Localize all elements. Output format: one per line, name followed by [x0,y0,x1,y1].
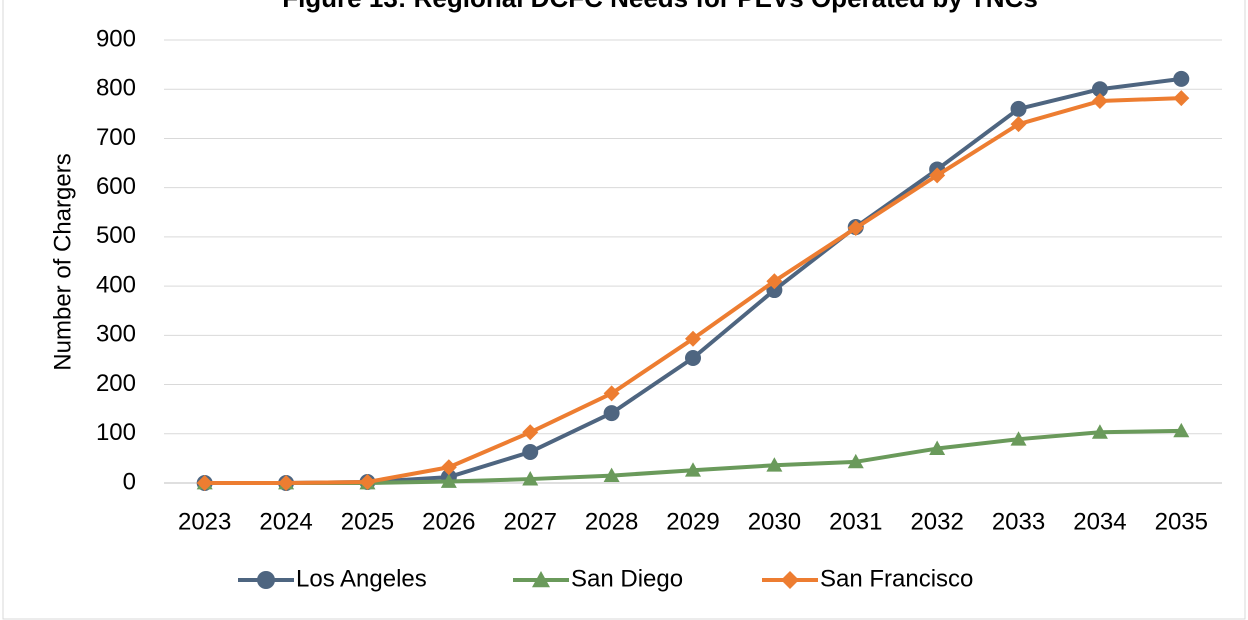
marker [278,475,295,491]
x-tick-label: 2034 [1073,508,1126,535]
marker [522,443,539,460]
marker [522,471,539,486]
y-tick-label: 100 [96,419,136,446]
chart-title: Figure 13: Regional DCFC Needs for PEVs … [282,0,1038,13]
legend-label: Los Angeles [296,565,427,592]
marker [1010,100,1027,117]
y-tick-label: 500 [96,222,136,249]
marker [929,167,946,184]
x-tick-label: 2023 [178,508,231,535]
marker [603,405,620,422]
marker [685,330,701,347]
x-tick-label: 2035 [1155,508,1208,535]
marker [766,273,783,290]
x-tick-label: 2025 [341,508,394,535]
marker [440,459,457,476]
marker [1010,431,1027,446]
marker [1173,70,1190,87]
marker [1091,424,1108,439]
marker [1173,422,1190,438]
y-tick-label: 200 [96,370,136,397]
marker [929,440,946,455]
marker [522,424,539,441]
y-tick-label: 800 [96,75,136,102]
legend-marker [257,571,275,589]
marker [847,220,864,237]
x-tick-label: 2028 [585,508,638,535]
marker [1010,116,1027,133]
marker [685,462,701,477]
y-tick-label: 0 [123,468,136,495]
marker [196,475,213,491]
x-tick-label: 2031 [829,508,882,535]
marker [766,457,783,472]
marker [1091,93,1108,110]
y-axis-label: Number of Chargers [49,153,76,370]
marker [359,474,376,491]
marker [1091,81,1108,98]
x-tick-label: 2030 [748,508,801,535]
y-tick-label: 900 [96,25,136,52]
legend-marker [781,571,799,589]
marker [847,453,864,469]
y-tick-label: 400 [96,271,136,298]
y-tick-label: 600 [96,173,136,200]
legend-marker [532,571,550,588]
y-tick-label: 700 [96,124,136,151]
x-tick-label: 2032 [910,508,963,535]
marker [603,385,620,402]
x-tick-label: 2029 [666,508,719,535]
y-tick-label: 300 [96,321,136,348]
legend-label: San Diego [571,565,683,592]
marker [685,349,701,366]
x-tick-label: 2024 [259,508,312,535]
x-tick-label: 2033 [992,508,1045,535]
marker [1173,90,1190,107]
x-tick-label: 2027 [504,508,557,535]
x-tick-label: 2026 [422,508,475,535]
legend-label: San Francisco [820,565,973,592]
marker [440,473,457,488]
marker [603,467,620,483]
